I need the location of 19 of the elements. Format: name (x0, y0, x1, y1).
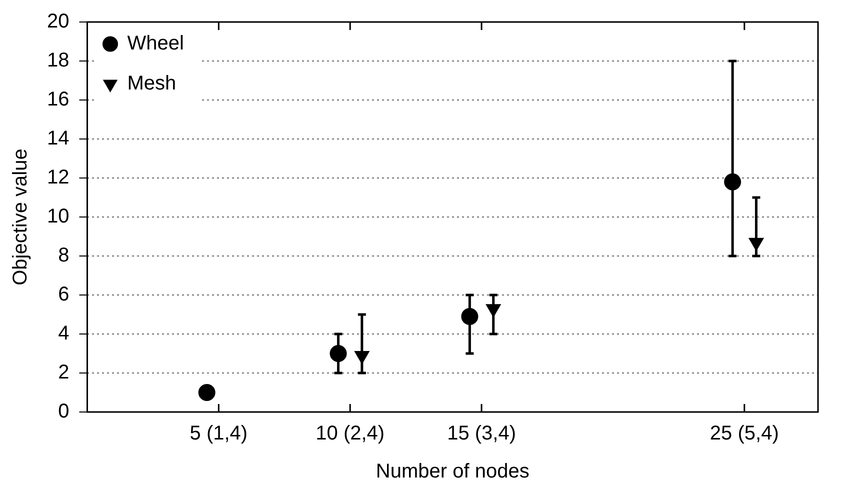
legend-label: Wheel (127, 32, 184, 55)
y-tick-label: 12 (46, 166, 70, 189)
y-tick-label: 8 (58, 244, 70, 267)
x-axis-title: Number of nodes (376, 460, 530, 483)
x-tick-label: 10 (2,4) (316, 422, 385, 445)
y-tick-label: 10 (46, 206, 70, 228)
y-tick-label: 2 (58, 362, 70, 384)
y-tick-label: 20 (46, 10, 70, 33)
y-axis-title: Objective value (10, 148, 32, 286)
y-tick-label: 6 (58, 284, 70, 306)
y-tick-label: 14 (46, 128, 70, 150)
x-tick-label: 15 (3,4) (447, 422, 516, 445)
y-tick-label: 18 (46, 50, 70, 72)
legend-label: Mesh (127, 72, 176, 95)
y-tick-label: 4 (58, 322, 70, 345)
x-tick-label: 25 (5,4) (710, 422, 779, 445)
y-tick-label: 16 (46, 88, 70, 111)
x-tick-label: 5 (1,4) (190, 422, 248, 445)
y-tick-label: 0 (58, 400, 70, 423)
